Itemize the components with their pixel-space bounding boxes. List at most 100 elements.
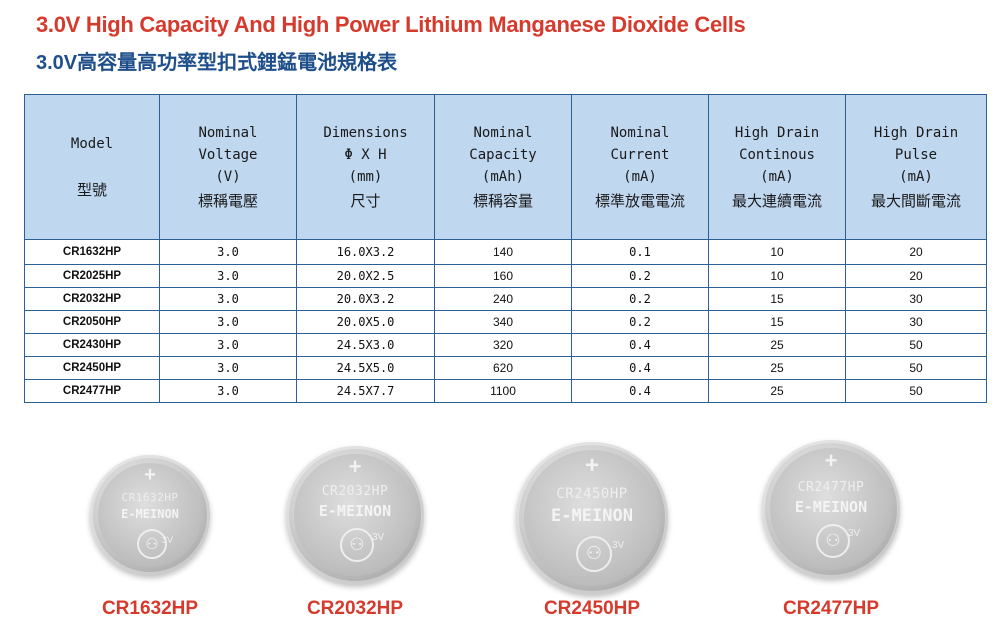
table-cell: 24.5X7.7	[296, 379, 435, 403]
column-header-english: Dimensions Φ X H (mm)	[323, 125, 408, 185]
battery-brand-mark: E-MEINON	[121, 507, 179, 521]
table-cell: 30	[845, 287, 987, 311]
page-title-english: 3.0V High Capacity And High Power Lithiu…	[36, 12, 746, 37]
table-row: CR2450HP 3.0 24.5X5.0 620 0.4 25 50	[24, 356, 987, 380]
plus-sign-icon: +	[348, 454, 362, 479]
battery-image-cr2450hp: + CR2450HP E-MEINON ⚇ 3V	[516, 442, 668, 594]
table-cell: 25	[708, 356, 846, 380]
table-cell: 0.4	[571, 356, 709, 380]
column-header: Nominal Capacity (mAh) 標稱容量	[434, 94, 572, 240]
table-cell: 50	[845, 379, 987, 403]
table-cell: 0.1	[571, 239, 709, 265]
table-cell: 15	[708, 310, 846, 334]
battery-brand-mark: E-MEINON	[794, 498, 868, 516]
kid-safety-badge-icon: ⚇	[340, 528, 374, 562]
table-cell: 3.0	[159, 356, 297, 380]
battery-model-print: CR2477HP	[797, 480, 865, 495]
table-cell: 0.4	[571, 379, 709, 403]
table-cell: 240	[434, 287, 572, 311]
table-cell: 3.0	[159, 264, 297, 288]
battery-caption-cr2477hp: CR2477HP	[782, 598, 880, 619]
column-header: Nominal Current (mA) 標準放電電流	[571, 94, 709, 240]
table-cell: 25	[708, 379, 846, 403]
table-row: CR2025HP 3.0 20.0X2.5 160 0.2 10 20	[24, 264, 987, 288]
column-header-chinese: 標稱容量	[472, 192, 533, 210]
kid-safety-badge-icon: ⚇	[576, 536, 612, 572]
table-row: CR1632HP 3.0 16.0X3.2 140 0.1 10 20	[24, 239, 987, 265]
column-header-chinese: 標準放電電流	[594, 192, 685, 210]
page-title-chinese: 3.0V高容量高功率型扣式鋰錳電池規格表	[36, 52, 398, 74]
table-cell: 3.0	[159, 379, 297, 403]
battery-caption-cr2450hp: CR2450HP	[543, 598, 641, 619]
battery-model-print: CR2450HP	[556, 486, 628, 502]
table-cell: 3.0	[159, 333, 297, 357]
table-cell: 24.5X5.0	[296, 356, 435, 380]
battery-image-cr2032hp: + CR2032HP E-MEINON ⚇ 3V	[286, 446, 424, 584]
column-header-english: Nominal Voltage (V)	[198, 125, 258, 185]
table-cell: 3.0	[159, 310, 297, 334]
table-row: CR2477HP 3.0 24.5X7.7 1100 0.4 25 50	[24, 379, 987, 403]
model-cell: CR2477HP	[24, 379, 160, 403]
kid-safety-badge-icon: ⚇	[816, 524, 850, 558]
kid-safety-badge-icon: ⚇	[137, 529, 167, 559]
spec-table: Model 型號 Nominal Voltage (V) 標稱電壓 Dimensions…	[24, 94, 987, 403]
table-cell: 320	[434, 333, 572, 357]
battery-brand-mark: E-MEINON	[551, 506, 633, 526]
model-cell: CR2032HP	[24, 287, 160, 311]
battery-image-cr1632hp: + CR1632HP E-MEINON ⚇ 3V	[90, 455, 210, 575]
battery-voltage-print: 3V	[162, 535, 174, 545]
table-cell: 50	[845, 356, 987, 380]
table-cell: 620	[434, 356, 572, 380]
table-cell: 50	[845, 333, 987, 357]
table-cell: 20.0X2.5	[296, 264, 435, 288]
table-cell: 10	[708, 264, 846, 288]
model-cell: CR1632HP	[24, 239, 160, 265]
battery-model-print: CR1632HP	[121, 491, 179, 504]
column-header-english: High Drain Continous (mA)	[734, 125, 820, 185]
table-cell: 16.0X3.2	[296, 239, 435, 265]
table-cell: 140	[434, 239, 572, 265]
table-cell: 10	[708, 239, 846, 265]
table-cell: 340	[434, 310, 572, 334]
battery-voltage-print: 3V	[372, 532, 385, 543]
table-cell: 25	[708, 333, 846, 357]
table-cell: 0.2	[571, 287, 709, 311]
table-row: CR2430HP 3.0 24.5X3.0 320 0.4 25 50	[24, 333, 987, 357]
table-cell: 160	[434, 264, 572, 288]
battery-image-cr2477hp: + CR2477HP E-MEINON ⚇ 3V	[762, 440, 900, 578]
plus-sign-icon: +	[824, 448, 838, 473]
spec-table-header: Model 型號 Nominal Voltage (V) 標稱電壓 Dimensions…	[24, 94, 987, 240]
column-header: High Drain Continous (mA) 最大連續電流	[708, 94, 846, 240]
column-header-english: Nominal Capacity (mAh)	[469, 125, 537, 185]
header-spacer	[25, 155, 159, 177]
table-cell: 0.2	[571, 310, 709, 334]
column-header: High Drain Pulse (mA) 最大間斷電流	[845, 94, 987, 240]
table-cell: 0.2	[571, 264, 709, 288]
table-cell: 20.0X3.2	[296, 287, 435, 311]
battery-caption-cr1632hp: CR1632HP	[101, 598, 199, 619]
column-header: Dimensions Φ X H (mm) 尺寸	[296, 94, 435, 240]
header-row: Model 型號 Nominal Voltage (V) 標稱電壓 Dimensions…	[24, 94, 987, 240]
column-header-chinese: 最大間斷電流	[870, 192, 961, 210]
table-cell: 3.0	[159, 239, 297, 265]
table-row: CR2032HP 3.0 20.0X3.2 240 0.2 15 30	[24, 287, 987, 311]
battery-brand-mark: E-MEINON	[318, 502, 392, 520]
table-row: CR2050HP 3.0 20.0X5.0 340 0.2 15 30	[24, 310, 987, 334]
battery-caption-cr2032hp: CR2032HP	[306, 598, 404, 619]
plus-sign-icon: +	[584, 452, 600, 479]
column-header-chinese: 尺寸	[350, 192, 381, 210]
column-header-chinese: 型號	[76, 181, 107, 199]
table-cell: 20	[845, 239, 987, 265]
table-cell: 24.5X3.0	[296, 333, 435, 357]
battery-voltage-print: 3V	[612, 540, 625, 551]
column-header-english: High Drain Pulse (mA)	[873, 125, 959, 185]
battery-voltage-print: 3V	[848, 528, 861, 539]
column-header-english: Model	[70, 136, 114, 152]
table-cell: 1100	[434, 379, 572, 403]
table-cell: 3.0	[159, 287, 297, 311]
table-cell: 20	[845, 264, 987, 288]
model-cell: CR2430HP	[24, 333, 160, 357]
table-cell: 0.4	[571, 333, 709, 357]
column-header-chinese: 標稱電壓	[197, 192, 258, 210]
battery-model-print: CR2032HP	[321, 484, 389, 499]
